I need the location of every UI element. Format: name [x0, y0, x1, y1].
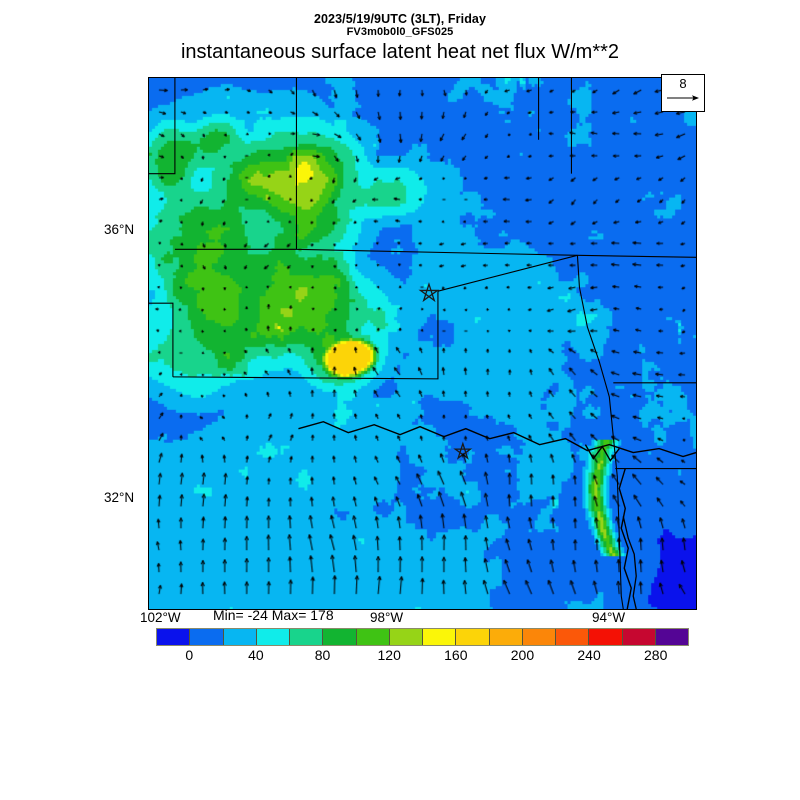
- colorbar-tick-160: 160: [444, 647, 468, 663]
- colorbar-swatch-14: [622, 629, 656, 645]
- colorbar-swatch-12: [556, 629, 590, 645]
- colorbar[interactable]: [156, 628, 689, 646]
- colorbar-tick-200: 200: [510, 647, 535, 663]
- lon-tick-94w: 94°W: [592, 610, 626, 625]
- colorbar-swatches: [156, 628, 689, 646]
- colorbar-tick-280: 280: [644, 647, 668, 663]
- colorbar-swatch-10: [489, 629, 523, 645]
- wind-vector-overlay: [149, 78, 696, 609]
- right-arrow-icon: [667, 95, 699, 101]
- colorbar-swatch-8: [423, 629, 457, 645]
- reference-vector-magnitude: 8: [679, 76, 687, 91]
- colorbar-swatch-1: [190, 629, 224, 645]
- lat-tick-32n: 32°N: [104, 490, 135, 505]
- lat-tick-36n: 36°N: [104, 222, 135, 237]
- reference-vector-key: 8: [661, 74, 705, 112]
- colorbar-swatch-7: [389, 629, 423, 645]
- page-title: instantaneous surface latent heat net fl…: [180, 41, 620, 63]
- title-block: 2023/5/19/9UTC (3LT), Friday FV3m0b0l0_G…: [0, 12, 800, 64]
- colorbar-swatch-9: [456, 629, 490, 645]
- colorbar-tick-40: 40: [248, 647, 264, 663]
- colorbar-tick-80: 80: [314, 647, 331, 663]
- datetime-line: 2023/5/19/9UTC (3LT), Friday: [313, 12, 487, 26]
- colorbar-swatch-5: [323, 629, 357, 645]
- lon-tick-98w: 98°W: [370, 610, 404, 625]
- colorbar-swatch-3: [256, 629, 290, 645]
- colorbar-swatch-15: [655, 629, 688, 645]
- colorbar-tick-240: 240: [577, 647, 601, 663]
- lon-tick-102w: 102°W: [140, 610, 181, 625]
- colorbar-swatch-11: [522, 629, 556, 645]
- colorbar-tick-labels: 0 40 80 120 160 200 240 280: [156, 647, 689, 667]
- min-max-readout: Min= -24 Max= 178: [213, 607, 334, 623]
- model-line: FV3m0b0l0_GFS025: [346, 26, 454, 38]
- map-plot-area[interactable]: [148, 77, 697, 610]
- colorbar-swatch-0: [157, 629, 191, 645]
- colorbar-tick-120: 120: [377, 647, 401, 663]
- colorbar-swatch-13: [589, 629, 623, 645]
- colorbar-tick-0: 0: [185, 647, 194, 663]
- colorbar-swatch-4: [290, 629, 324, 645]
- colorbar-swatch-6: [356, 629, 390, 645]
- colorbar-swatch-2: [223, 629, 257, 645]
